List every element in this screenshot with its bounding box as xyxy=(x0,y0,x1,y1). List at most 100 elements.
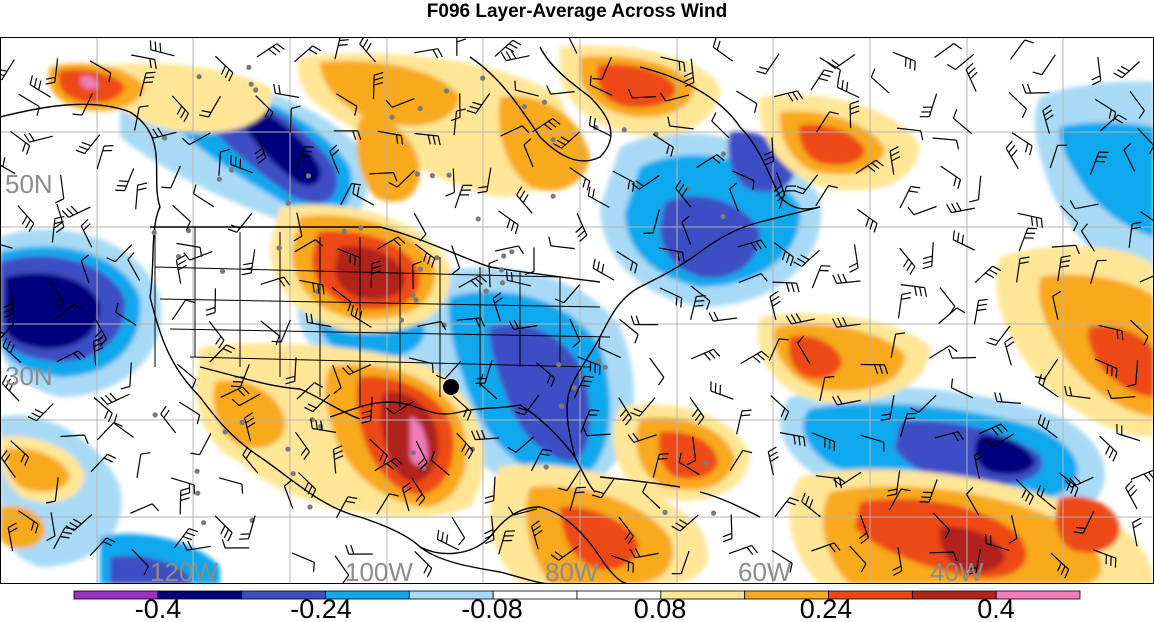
wind-barb xyxy=(80,218,93,248)
wind-barb xyxy=(671,514,699,532)
station-dot xyxy=(541,99,548,105)
colorbar-swatches xyxy=(73,590,1081,600)
wind-barb xyxy=(793,249,820,267)
wind-barb xyxy=(495,245,525,255)
wind-barb xyxy=(329,144,340,174)
wind-barb xyxy=(171,299,195,321)
wind-barb xyxy=(294,45,322,63)
wind-barb xyxy=(408,357,434,374)
wind-barb xyxy=(96,145,114,170)
wind-barb xyxy=(952,109,973,135)
wind-barb xyxy=(173,528,199,549)
positive-anomaly-area xyxy=(1087,326,1154,397)
wind-barb xyxy=(568,37,578,54)
wind-barb xyxy=(1130,469,1154,482)
wind-barb xyxy=(849,545,867,573)
wind-barb xyxy=(769,290,781,321)
wind-barb xyxy=(711,112,730,139)
station-dot xyxy=(483,288,489,294)
wind-barb xyxy=(289,105,301,133)
station-dot xyxy=(550,193,556,199)
wind-barb xyxy=(414,48,443,59)
wind-barb xyxy=(260,276,290,287)
wind-barb xyxy=(374,457,403,472)
wind-barb xyxy=(171,95,190,123)
wind-barb xyxy=(532,118,561,133)
wind-barb xyxy=(919,479,938,503)
wind-barb xyxy=(691,348,721,361)
positive-anomaly-area xyxy=(5,448,70,492)
wind-barb xyxy=(660,92,690,102)
wind-barb xyxy=(75,134,101,155)
wind-barb xyxy=(456,37,467,56)
wind-barb xyxy=(51,216,65,243)
wind-barb xyxy=(592,57,612,80)
wind-barb xyxy=(729,182,739,212)
wind-barb xyxy=(1005,140,1019,170)
station-dot xyxy=(276,245,282,251)
wind-barb xyxy=(0,59,15,81)
wind-barb xyxy=(569,167,591,191)
wind-barb xyxy=(72,93,93,116)
wind-barb xyxy=(801,492,821,518)
wind-barb xyxy=(934,43,962,58)
wind-barb xyxy=(385,98,415,108)
wind-barb xyxy=(139,71,156,97)
station-dot xyxy=(556,362,562,368)
wind-barb xyxy=(415,440,428,470)
station-dot xyxy=(305,173,311,179)
wind-barb xyxy=(827,54,856,69)
wind-barb xyxy=(785,313,815,325)
wind-barb xyxy=(1091,56,1102,86)
wind-barb xyxy=(370,260,382,288)
wind-barb xyxy=(241,249,256,276)
wind-barb xyxy=(768,338,789,362)
wind-barb xyxy=(412,261,422,289)
wind-barb xyxy=(0,323,15,340)
wind-barb xyxy=(1131,517,1142,547)
wind-barb xyxy=(385,400,415,415)
wind-barb xyxy=(271,319,291,343)
wind-barb xyxy=(507,506,537,516)
station-dot xyxy=(602,364,608,370)
wind-barb xyxy=(285,357,297,385)
positive-anomaly-area xyxy=(939,526,1005,572)
wind-barb xyxy=(452,395,472,421)
wind-barb xyxy=(658,247,685,262)
wind-barb xyxy=(1093,549,1117,568)
wind-barb xyxy=(832,273,861,284)
wind-barb xyxy=(858,514,869,544)
wind-barb xyxy=(573,375,594,399)
wind-barb xyxy=(179,487,191,515)
wind-barb xyxy=(1037,414,1058,439)
wind-barb xyxy=(160,405,177,434)
negative-anomaly-area xyxy=(110,555,190,584)
lon-label-100w: 100W xyxy=(345,557,413,585)
wind-barb xyxy=(1021,83,1050,94)
wind-barb xyxy=(974,265,1002,284)
wind-barb xyxy=(756,53,780,75)
wind-barb xyxy=(1139,275,1154,283)
wind-barb xyxy=(696,154,725,169)
wind-barb xyxy=(860,363,889,375)
wind-barb xyxy=(907,205,937,216)
wind-barb xyxy=(335,93,358,116)
wind-barb xyxy=(899,185,921,209)
wind-barb xyxy=(1,449,16,478)
weather-map: 50N 30N 120W 100W 80W 60W 40W xyxy=(0,37,1154,585)
wind-barb xyxy=(965,62,978,92)
positive-anomaly-area xyxy=(597,64,676,108)
wind-barb xyxy=(456,432,474,460)
wind-barb xyxy=(857,208,878,233)
wind-barb xyxy=(1107,389,1136,400)
station-dot xyxy=(285,200,291,206)
wind-barb xyxy=(131,54,157,69)
station-dot xyxy=(571,385,577,391)
wind-barb xyxy=(350,305,372,328)
wind-barb xyxy=(557,469,581,492)
station-dot xyxy=(318,423,324,429)
wind-barb xyxy=(1125,480,1138,510)
lon-label-60w: 60W xyxy=(738,557,792,585)
wind-barb xyxy=(361,396,373,424)
negative-anomaly-area xyxy=(974,435,1035,475)
